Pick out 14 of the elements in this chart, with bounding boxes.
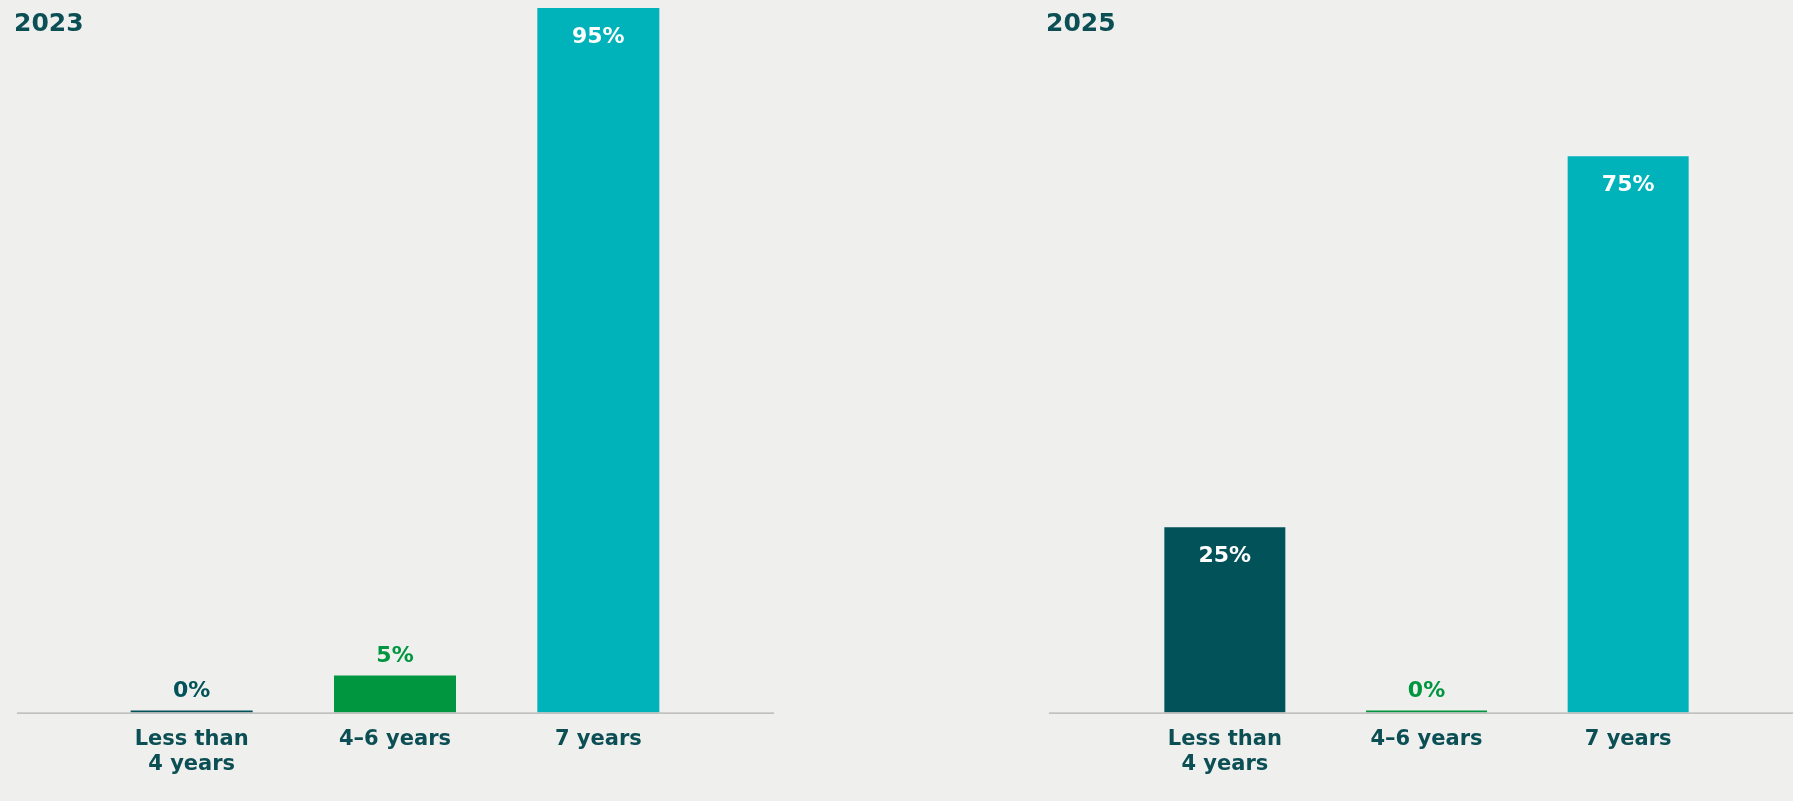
x-tick-label: Less than 4 years (134, 725, 249, 775)
data-label: 0% (172, 677, 211, 703)
data-label: 0% (1407, 677, 1446, 703)
data-label: 95% (572, 22, 625, 48)
data-label: 5% (376, 642, 414, 668)
data-label: 25% (1198, 541, 1252, 567)
chart-title: 2025 (1046, 8, 1116, 37)
x-tick-label: 7 years (1584, 725, 1672, 750)
chart-title: 2023 (14, 8, 84, 37)
data-label: 75% (1601, 171, 1655, 197)
x-tick-label: 4–6 years (339, 725, 451, 750)
x-tick-label: 7 years (554, 725, 642, 750)
x-tick-label: Less than 4 years (1167, 725, 1282, 775)
x-tick-label: 4–6 years (1370, 725, 1483, 750)
